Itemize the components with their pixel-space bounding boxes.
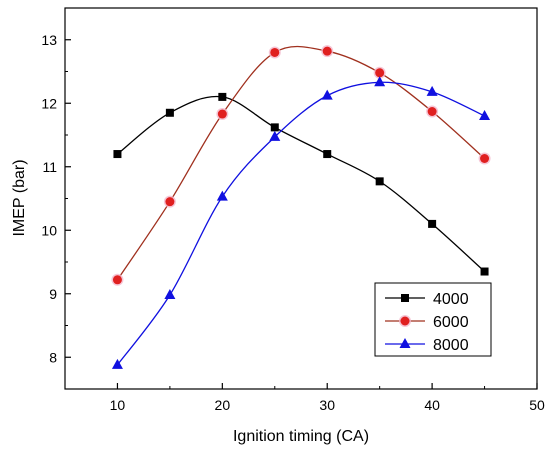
series-layer <box>111 45 491 369</box>
series-4000 <box>113 92 489 276</box>
data-point-6000-core <box>112 275 122 285</box>
data-point-4000 <box>113 150 122 159</box>
data-point-6000-core <box>375 68 385 78</box>
data-point-4000 <box>165 108 174 117</box>
x-tick-label: 40 <box>424 397 440 413</box>
data-point-8000 <box>216 190 228 201</box>
legend-label-8000: 8000 <box>433 337 469 354</box>
series-line-4000 <box>117 95 485 273</box>
legend-box <box>374 282 492 357</box>
data-point-6000-core <box>217 109 227 119</box>
data-point-8000 <box>321 89 333 100</box>
legend-marker-6000-core <box>400 316 410 326</box>
x-tick-label: 10 <box>110 397 126 413</box>
data-point-4000 <box>375 177 384 186</box>
series-6000 <box>111 45 491 286</box>
data-point-6000-core <box>270 47 280 57</box>
legend-label-4000: 4000 <box>433 291 469 308</box>
legend-label-6000: 6000 <box>433 314 469 331</box>
x-tick-label: 30 <box>319 397 335 413</box>
data-point-6000-core <box>427 107 437 117</box>
data-point-4000 <box>270 123 279 132</box>
y-tick-label: 9 <box>49 286 57 302</box>
data-point-4000 <box>323 150 332 159</box>
y-tick-label: 11 <box>42 159 57 175</box>
data-point-8000 <box>164 289 176 300</box>
x-tick-label: 50 <box>529 397 545 413</box>
y-tick-label: 13 <box>41 32 57 48</box>
data-point-8000 <box>111 358 123 369</box>
y-tick-label: 8 <box>49 349 57 365</box>
legend: 4000 6000 8000 <box>374 282 492 357</box>
series-8000 <box>111 76 491 369</box>
data-point-8000 <box>374 76 386 87</box>
data-point-4000 <box>480 267 489 276</box>
legend-marker-4000 <box>401 294 409 302</box>
ticks-layer: 10 20 30 40 50 8 9 10 11 12 13 <box>41 7 545 413</box>
x-tick-label: 20 <box>215 397 231 413</box>
y-tick-label: 12 <box>41 95 57 111</box>
y-tick-label: 10 <box>41 222 57 238</box>
x-axis-title: Ignition timing (CA) <box>233 428 369 445</box>
series-line-6000 <box>116 45 485 281</box>
data-point-6000-core <box>165 197 175 207</box>
data-point-8000 <box>479 109 491 120</box>
data-point-8000 <box>269 130 281 141</box>
data-point-4000 <box>218 92 227 101</box>
data-point-8000 <box>426 85 438 96</box>
data-point-4000 <box>428 219 437 228</box>
y-axis-title: IMEP (bar) <box>11 159 28 236</box>
data-point-6000-core <box>322 46 332 56</box>
legend-marker-8000 <box>399 338 411 348</box>
data-point-6000-core <box>480 153 490 163</box>
